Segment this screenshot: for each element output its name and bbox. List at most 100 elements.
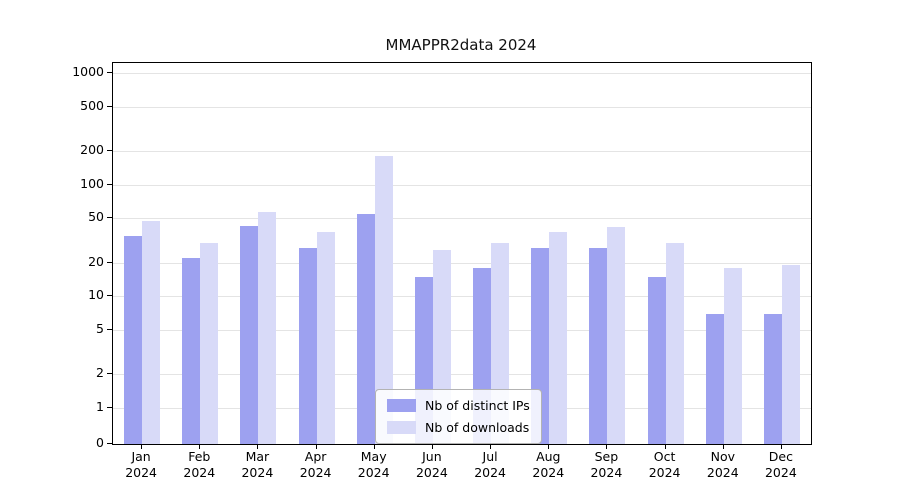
y-tick-label: 0	[96, 435, 104, 450]
x-tick-label-month: Mar	[245, 449, 270, 464]
y-tick-mark	[107, 183, 112, 185]
bar-downloads	[374, 156, 393, 444]
legend-swatch-distinct-ips	[387, 399, 416, 412]
x-tick-label: Feb 2024	[167, 449, 231, 481]
x-tick-mark	[780, 444, 782, 449]
y-tick-mark	[107, 328, 112, 330]
x-tick-mark	[141, 444, 143, 449]
bar-downloads	[258, 211, 277, 444]
bar-downloads	[607, 226, 626, 444]
y-tick-label: 500	[80, 97, 104, 113]
legend: Nb of distinct IPs Nb of downloads	[375, 389, 542, 444]
x-tick-label: May 2024	[342, 449, 406, 481]
x-tick-label: Mar 2024	[225, 449, 289, 481]
x-tick-label-month: May	[360, 449, 387, 464]
y-tick-label: 20	[88, 253, 104, 269]
x-tick-label-year: 2024	[532, 465, 565, 480]
x-tick-label: Aug 2024	[516, 449, 580, 481]
x-tick-label: Dec 2024	[749, 449, 813, 481]
bar-downloads	[665, 243, 684, 444]
x-tick-label-year: 2024	[299, 465, 332, 480]
legend-swatch-downloads	[387, 421, 416, 434]
gridline	[113, 329, 811, 331]
x-tick-label-month: Jun	[422, 449, 442, 464]
y-tick-mark	[107, 261, 112, 263]
gridline	[113, 296, 811, 298]
y-tick-mark	[107, 443, 112, 444]
y-tick-label: 1000	[72, 64, 104, 79]
x-tick-label-month: Aug	[536, 449, 561, 464]
bar-distinct-ips	[589, 248, 608, 444]
bar-downloads	[549, 231, 568, 444]
gridline	[113, 151, 811, 153]
x-tick-mark	[664, 444, 666, 449]
x-tick-label-year: 2024	[415, 465, 448, 480]
x-tick-label-year: 2024	[183, 465, 216, 480]
x-tick-label: Sep 2024	[574, 449, 638, 481]
chart-title: MMAPPR2data 2024	[385, 36, 537, 54]
x-tick-label-year: 2024	[241, 465, 274, 480]
y-tick-mark	[107, 373, 112, 375]
y-tick-label: 100	[80, 175, 104, 191]
legend-item-downloads: Nb of downloads	[387, 420, 530, 435]
x-tick-label-year: 2024	[706, 465, 739, 480]
x-tick-label-month: Jul	[482, 449, 498, 464]
x-tick-label-year: 2024	[357, 465, 390, 480]
x-tick-label-year: 2024	[474, 465, 506, 480]
legend-label-distinct-ips: Nb of distinct IPs	[425, 398, 530, 413]
y-tick-mark	[107, 150, 112, 152]
x-tick-label: Jul 2024	[458, 449, 522, 481]
x-tick-mark	[257, 444, 259, 449]
gridline	[113, 218, 811, 220]
x-tick-label-year: 2024	[125, 465, 157, 480]
x-tick-mark	[431, 444, 433, 449]
x-tick-mark	[373, 444, 375, 449]
y-tick-label: 5	[96, 320, 104, 336]
x-tick-label-month: Jan	[131, 449, 151, 464]
y-tick-mark	[107, 72, 112, 73]
x-tick-label-month: Apr	[304, 449, 327, 464]
legend-item-distinct-ips: Nb of distinct IPs	[387, 398, 530, 413]
bar-distinct-ips	[356, 213, 375, 444]
y-tick-label: 200	[80, 142, 104, 158]
plot-area: Nb of distinct IPs Nb of downloads	[112, 62, 812, 445]
x-tick-label-month: Sep	[594, 449, 619, 464]
bar-downloads	[316, 231, 335, 444]
x-tick-label-month: Oct	[653, 449, 676, 464]
x-tick-label-year: 2024	[648, 465, 681, 480]
bar-downloads	[723, 267, 742, 444]
y-tick-label: 1	[96, 399, 104, 414]
y-tick-label: 10	[88, 287, 104, 303]
x-tick-label: Jan 2024	[109, 449, 173, 481]
x-tick-label-month: Dec	[768, 449, 793, 464]
gridline	[113, 262, 811, 264]
x-tick-mark	[490, 444, 492, 449]
x-tick-label-year: 2024	[764, 465, 797, 480]
x-tick-mark	[722, 444, 724, 449]
y-tick-label: 50	[88, 209, 104, 225]
gridline	[113, 374, 811, 376]
x-tick-mark	[199, 444, 201, 449]
y-tick-mark	[107, 217, 112, 219]
x-tick-mark	[548, 444, 550, 449]
x-tick-label-month: Feb	[188, 449, 211, 464]
y-tick-mark	[107, 407, 112, 408]
gridline	[113, 106, 811, 108]
bar-distinct-ips	[124, 235, 143, 444]
x-tick-label-year: 2024	[590, 465, 623, 480]
x-tick-label: Jun 2024	[400, 449, 464, 481]
gridline	[113, 184, 811, 186]
bar-distinct-ips	[647, 276, 666, 444]
x-tick-mark	[315, 444, 317, 449]
bar-downloads	[142, 221, 161, 444]
bar-distinct-ips	[705, 313, 724, 444]
x-tick-mark	[606, 444, 608, 449]
x-tick-label: Apr 2024	[284, 449, 348, 481]
legend-label-downloads: Nb of downloads	[425, 420, 530, 435]
bar-distinct-ips	[240, 225, 259, 444]
bar-distinct-ips	[182, 258, 201, 444]
bar-distinct-ips	[298, 248, 317, 444]
bar-distinct-ips	[763, 313, 782, 444]
y-tick-mark	[107, 105, 112, 107]
